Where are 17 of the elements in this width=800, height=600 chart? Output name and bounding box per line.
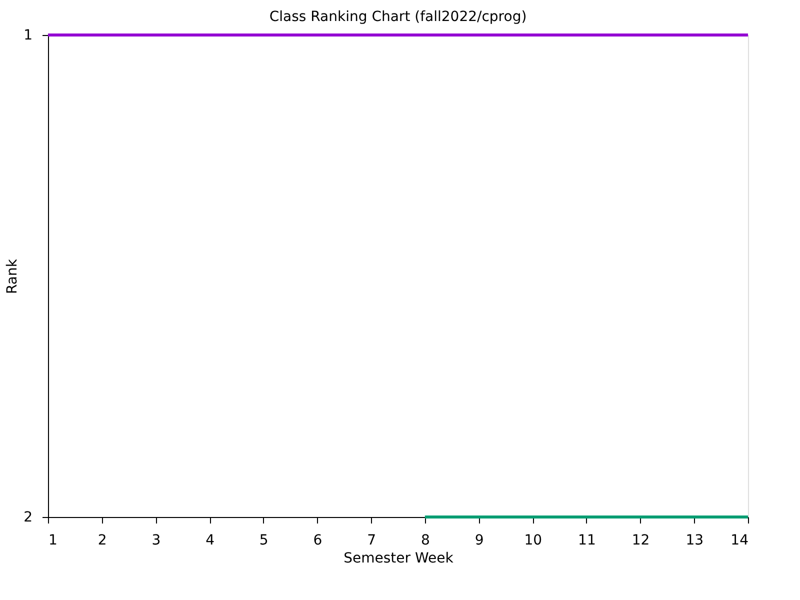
x-tick-label: 7: [367, 532, 376, 548]
x-tick-label: 10: [524, 532, 542, 548]
x-tick-label: 1: [48, 532, 58, 548]
x-tick-label: 4: [206, 532, 215, 548]
x-tick-label: 8: [420, 532, 430, 548]
x-tick-label: 11: [578, 532, 596, 548]
x-tick-label: 13: [686, 532, 704, 548]
x-tick-label: 3: [152, 532, 161, 548]
y-axis-title: Rank: [4, 258, 21, 294]
chart-title: Class Ranking Chart (fall2022/cprog): [269, 9, 527, 25]
x-tick-label: 5: [259, 532, 268, 548]
x-tick-label: 2: [98, 532, 107, 548]
x-tick-label: 12: [632, 532, 650, 548]
x-tick-label: 6: [313, 532, 322, 548]
x-axis-title: Semester Week: [344, 550, 454, 566]
x-tick-label: 9: [474, 532, 484, 548]
x-tick-label: 14: [730, 532, 749, 548]
